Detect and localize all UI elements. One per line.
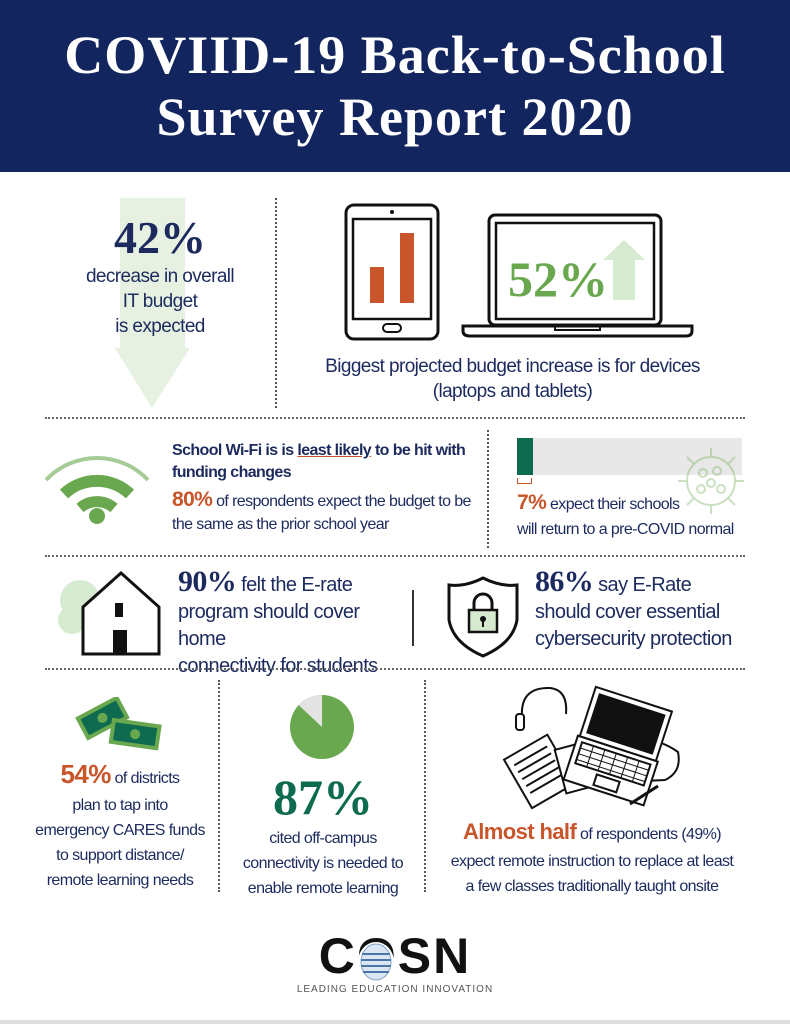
budget-value: 42%: [114, 212, 206, 263]
logo-tagline: LEADING EDUCATION INNOVATION: [296, 984, 494, 995]
devices-value: 52%: [508, 251, 608, 307]
normal-text1: expect their schools: [546, 496, 680, 513]
cares-line5: remote learning needs: [46, 872, 194, 889]
section-divider: [45, 668, 745, 670]
title-line-1: COVIID-19 Back-to-School: [64, 25, 726, 85]
erate-home-line2: program should cover home: [178, 601, 360, 650]
page-edge: [0, 1020, 790, 1024]
erate-security-value: 86%: [535, 565, 594, 598]
cares-line3: emergency CARES funds: [35, 822, 205, 839]
normal-text-1: 7% expect their schools: [517, 490, 747, 517]
workspace-laptop-headset-icon: [502, 685, 680, 810]
budget-line3: is expected: [115, 316, 205, 337]
normal-progress-bar: [517, 438, 742, 475]
globe-icon: [358, 942, 394, 982]
title-line-2: Survey Report 2020: [156, 87, 634, 147]
money-icon: [75, 697, 162, 751]
cosn-logo: COSN LEADING EDUCATION INNOVATION: [270, 930, 520, 995]
budget-stat: 42% decrease in overall IT budget is exp…: [40, 212, 280, 339]
remote-value: Almost half: [462, 819, 577, 844]
cares-text1: of districts: [110, 770, 180, 787]
wifi-heading-pre: School Wi-Fi is is: [172, 442, 298, 459]
erate-security-line1: 86% say E-Rate: [535, 565, 755, 599]
pie-icon: [290, 695, 354, 759]
wifi-stat: School Wi-Fi is is least likely to be hi…: [172, 440, 472, 536]
down-arrow-icon: [115, 198, 190, 408]
divider: [275, 198, 277, 408]
erate-home-line1: 90% felt the E-rate: [178, 565, 408, 599]
normal-stat: 7% expect their schools will return to a…: [517, 490, 747, 542]
divider: [218, 680, 220, 892]
offcampus-stat: 87% cited off-campus connectivity is nee…: [228, 768, 418, 901]
divider: [412, 590, 414, 646]
erate-home-line3: connectivity for students: [178, 655, 378, 677]
logo-wordmark: COSN: [270, 930, 520, 982]
erate-security-line2: should cover essential: [535, 601, 720, 623]
divider: [487, 430, 489, 548]
erate-home-text1: felt the E-rate: [236, 574, 353, 596]
bar-marker: [517, 478, 532, 484]
laptop-icon: [461, 213, 694, 338]
erate-security-stat: 86% say E-Rate should cover essential cy…: [535, 565, 755, 653]
up-arrow-icon: [603, 240, 645, 300]
cares-line4: to support distance/: [56, 847, 184, 864]
erate-home-value: 90%: [178, 565, 237, 598]
normal-progress-fill: [517, 438, 533, 475]
logo-text: COSN: [318, 928, 472, 984]
wifi-heading: School Wi-Fi is is least likely to be hi…: [172, 440, 472, 484]
section-divider: [45, 555, 745, 557]
virus-icon: [678, 448, 744, 514]
remote-line1: Almost half of respondents (49%): [432, 818, 752, 849]
pie-slice-rest: [298, 695, 322, 727]
wifi-icon: [44, 456, 150, 524]
remote-text1: of respondents (49%): [576, 826, 722, 843]
remote-stat: Almost half of respondents (49%) expect …: [432, 818, 752, 899]
wifi-heading-post: to be hit with funding changes: [172, 442, 466, 481]
budget-line2: IT budget: [122, 291, 198, 312]
wifi-heading-underlined: least likely: [297, 442, 372, 459]
offcampus-line3: enable remote learning: [247, 880, 399, 897]
cares-stat: 54% of districts plan to tap into emerge…: [30, 760, 210, 893]
divider: [424, 680, 426, 892]
erate-security-text1: say E-Rate: [593, 574, 692, 596]
offcampus-value: 87%: [273, 769, 373, 825]
devices-caption: Biggest projected budget increase is for…: [300, 354, 725, 404]
tablet-chart-icon: [344, 203, 440, 341]
offcampus-line2: connectivity is needed to: [242, 855, 404, 872]
section-divider: [45, 417, 745, 419]
normal-value: 7%: [517, 491, 547, 514]
erate-security-line3: cybersecurity protection: [535, 628, 732, 650]
remote-line3: a few classes traditionally taught onsit…: [465, 878, 719, 895]
erate-home-stat: 90% felt the E-rate program should cover…: [178, 565, 408, 680]
devices-caption-1: Biggest projected budget increase is for…: [325, 356, 700, 377]
shield-lock-icon: [447, 576, 519, 658]
budget-line1: decrease in overall: [85, 266, 235, 287]
devices-caption-2: (laptops and tablets): [432, 381, 593, 402]
wifi-text: 80% of respondents expect the budget to …: [172, 488, 472, 536]
wifi-value: 80%: [172, 488, 213, 511]
cares-value: 54%: [60, 759, 112, 789]
header-banner: COVIID-19 Back-to-School Survey Report 2…: [0, 0, 790, 172]
house-icon: [58, 570, 161, 656]
cares-line2: plan to tap into: [72, 797, 168, 814]
cares-line1: 54% of districts: [30, 760, 210, 793]
normal-text-2: will return to a pre-COVID normal: [517, 521, 734, 538]
offcampus-line1: cited off-campus: [269, 830, 377, 847]
wifi-text-body: of respondents expect the budget to be t…: [172, 493, 471, 533]
remote-line2: expect remote instruction to replace at …: [450, 853, 734, 870]
